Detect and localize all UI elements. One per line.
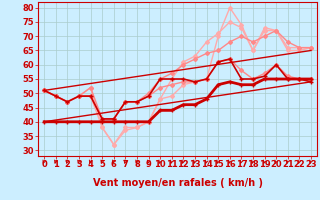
X-axis label: Vent moyen/en rafales ( km/h ): Vent moyen/en rafales ( km/h ) [92,178,263,188]
